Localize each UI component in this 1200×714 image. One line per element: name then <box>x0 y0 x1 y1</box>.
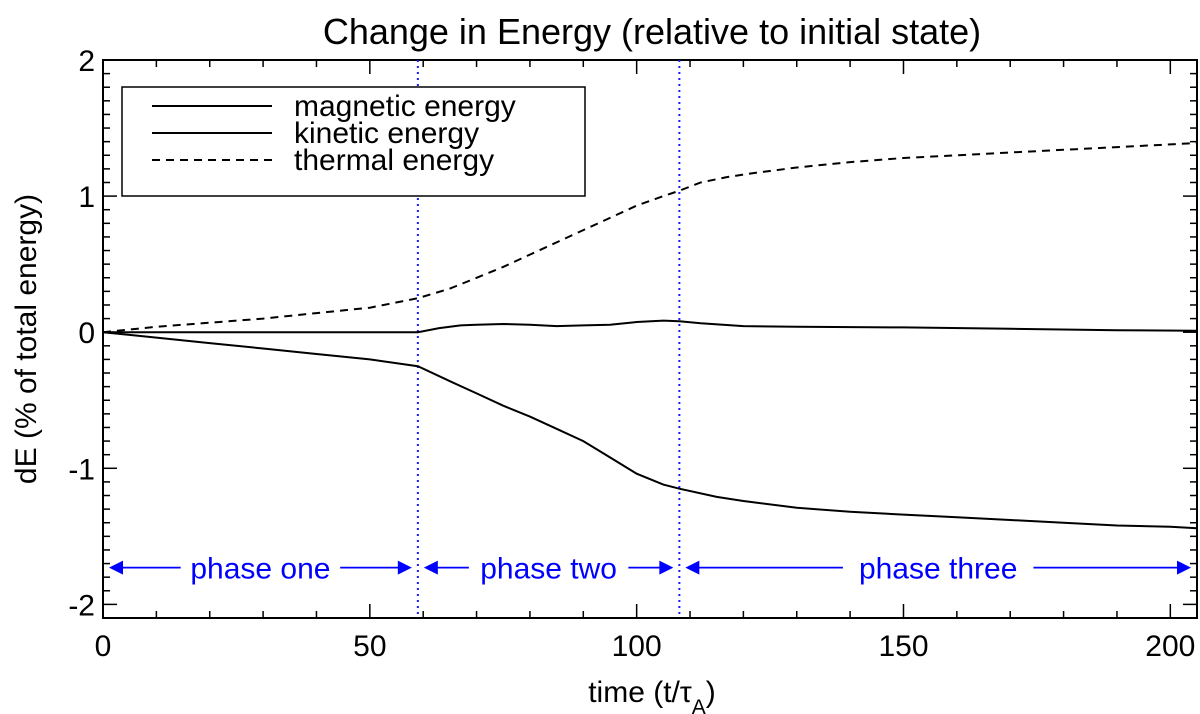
series-line-kinetic <box>103 319 1198 334</box>
x-tick-label: 100 <box>612 630 662 663</box>
y-tick-label: 2 <box>78 45 95 78</box>
series-line-magnetic <box>102 331 1198 530</box>
x-tick-label: 200 <box>1145 630 1195 663</box>
phase-arrow-right-icon <box>1177 560 1191 575</box>
phase-label: phase two <box>480 553 617 586</box>
x-axis-label-subscript: A <box>692 696 706 714</box>
y-tick-label: -1 <box>68 453 95 486</box>
x-axis-label-text: time (t/ <box>588 676 680 709</box>
series-lines <box>102 142 1198 530</box>
legend-label: thermal energy <box>294 144 494 177</box>
chart-title: Change in Energy (relative to initial st… <box>323 11 981 52</box>
plot-frame <box>102 59 1198 619</box>
y-axis-label: dE (% of total energy) <box>10 194 43 484</box>
x-axis-label-symbol: τ <box>680 676 692 709</box>
phase-label: phase three <box>859 553 1017 586</box>
phase-arrow-left-icon <box>685 560 700 575</box>
x-tick-label: 150 <box>878 630 928 663</box>
x-tick-label: 50 <box>353 630 386 663</box>
phase-arrow-right-icon <box>659 560 674 575</box>
phase-label: phase one <box>190 553 330 586</box>
x-axis: 0 50 100 150 200 <box>95 60 1195 663</box>
phase-annotations: phase one phase two phase three <box>109 553 1191 586</box>
y-tick-label: 1 <box>78 181 95 214</box>
y-axis: -2 -1 0 1 2 <box>68 45 1197 622</box>
phase-arrow-right-icon <box>397 560 412 575</box>
series-line-thermal <box>102 142 1198 334</box>
x-axis-label-close: ) <box>706 676 716 709</box>
y-tick-label: -2 <box>68 589 95 622</box>
x-axis-label: time (t/τA) <box>588 676 716 714</box>
phase-arrow-left-icon <box>109 560 123 575</box>
y-tick-label: 0 <box>78 317 95 350</box>
phase-arrow-left-icon <box>423 560 438 575</box>
legend-label: magnetic energy <box>294 90 516 123</box>
legend-label: kinetic energy <box>294 117 479 150</box>
x-tick-label: 0 <box>95 630 112 663</box>
